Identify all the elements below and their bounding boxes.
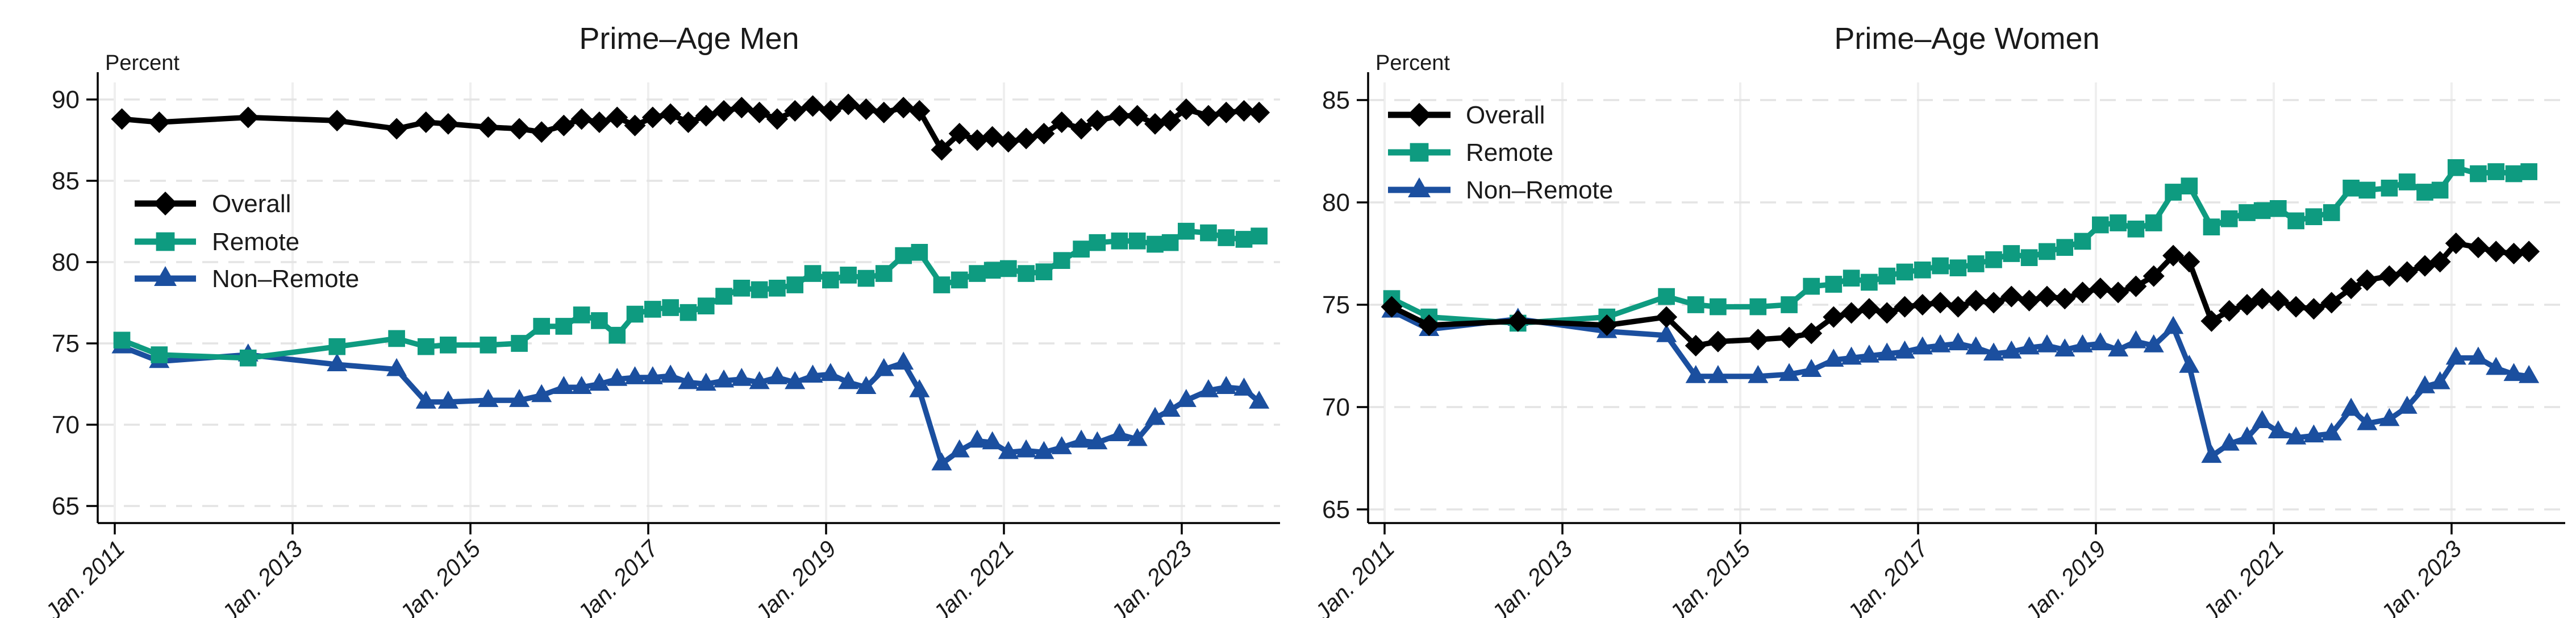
x-tick-label: Jan. 2019 bbox=[2020, 536, 2111, 618]
chart-prime-age-men: 90 85 80 75 70 65 Jan. 2011 Jan. 2013 Jan. 2015 J… bbox=[40, 22, 1280, 618]
series-remote bbox=[1383, 159, 2537, 332]
legend-diamond-icon bbox=[1407, 103, 1431, 127]
series-non-remote bbox=[111, 335, 1270, 471]
legend-diamond-icon bbox=[153, 192, 177, 215]
x-tick-label: Jan. 2015 bbox=[1664, 536, 1756, 618]
series-remote bbox=[113, 222, 1268, 367]
legend-label: Non–Remote bbox=[212, 265, 359, 293]
legend-square-icon bbox=[156, 232, 175, 251]
legend-item-non-remote: Non–Remote bbox=[135, 265, 359, 293]
legend: Overall Remote Non–Remote bbox=[1388, 101, 1613, 204]
series-non-remote-markers bbox=[1381, 299, 2540, 463]
x-tick-label: Jan. 2017 bbox=[572, 534, 664, 618]
panel-prime-age-women: 85 80 75 70 65 Jan. 2011 Jan. 2013 Jan. 2015 Jan… bbox=[1288, 0, 2576, 618]
y-axis-caption: Percent bbox=[1375, 51, 1450, 75]
series-overall bbox=[1381, 233, 2540, 356]
legend-item-overall: Overall bbox=[1388, 101, 1545, 129]
y-tick-label: 80 bbox=[1322, 189, 1350, 217]
legend: Overall Remote Non–Remote bbox=[135, 190, 359, 293]
series-overall-markers bbox=[111, 93, 1270, 161]
x-tick-label: Jan. 2013 bbox=[1486, 536, 1578, 618]
x-tick-label: Jan. 2013 bbox=[216, 536, 308, 618]
legend-item-non-remote: Non–Remote bbox=[1388, 176, 1613, 204]
y-tick-label: 75 bbox=[1322, 291, 1350, 319]
legend-label: Remote bbox=[212, 228, 299, 256]
panel-prime-age-men: 90 85 80 75 70 65 Jan. 2011 Jan. 2013 Jan. 2015 J… bbox=[40, 22, 1280, 618]
y-tick-label: 70 bbox=[52, 411, 80, 439]
y-tick-label: 70 bbox=[1322, 393, 1350, 421]
y-tick-label: 65 bbox=[1322, 496, 1350, 524]
x-tick-label: Jan. 2017 bbox=[1842, 534, 1934, 618]
legend-triangle-icon bbox=[1408, 177, 1431, 198]
x-tick-label: Jan. 2021 bbox=[928, 536, 1019, 618]
y-tick-label: 80 bbox=[52, 248, 80, 276]
y-tick-label: 65 bbox=[52, 492, 80, 520]
chart-prime-age-women: 85 80 75 70 65 Jan. 2011 Jan. 2013 Jan. 2015 Jan… bbox=[1310, 22, 2565, 618]
legend-label: Overall bbox=[1466, 101, 1545, 129]
x-tick-label: Jan. 2023 bbox=[1106, 536, 1197, 618]
x-tick-label: Jan. 2023 bbox=[2375, 536, 2467, 618]
legend-triangle-icon bbox=[154, 266, 177, 287]
x-tick-label: Jan. 2011 bbox=[40, 536, 130, 618]
y-tick-label: 85 bbox=[52, 167, 80, 195]
series-non-remote-markers bbox=[111, 335, 1270, 471]
legend-label: Non–Remote bbox=[1466, 176, 1613, 204]
legend-item-overall: Overall bbox=[135, 190, 291, 218]
series-non-remote bbox=[1381, 299, 2540, 463]
series-remote-markers bbox=[1383, 159, 2537, 332]
x-tick-label: Jan. 2011 bbox=[1310, 536, 1399, 618]
series-remote-markers bbox=[113, 222, 1268, 367]
legend-label: Overall bbox=[212, 190, 291, 218]
legend-item-remote: Remote bbox=[135, 228, 299, 256]
legend-item-remote: Remote bbox=[1388, 139, 1553, 167]
series-overall bbox=[111, 93, 1270, 161]
y-tick-label: 85 bbox=[1322, 86, 1350, 114]
x-tick-label: Jan. 2019 bbox=[750, 536, 841, 618]
chart-title: Prime–Age Men bbox=[579, 22, 799, 56]
chart-title: Prime–Age Women bbox=[1834, 22, 2099, 56]
y-tick-label: 75 bbox=[52, 330, 80, 358]
legend-label: Remote bbox=[1466, 139, 1553, 167]
y-axis-caption: Percent bbox=[105, 51, 180, 75]
x-tick-label: Jan. 2021 bbox=[2198, 536, 2289, 618]
legend-square-icon bbox=[1410, 143, 1429, 162]
x-tick-label: Jan. 2015 bbox=[394, 536, 486, 618]
y-tick-label: 90 bbox=[52, 86, 80, 114]
